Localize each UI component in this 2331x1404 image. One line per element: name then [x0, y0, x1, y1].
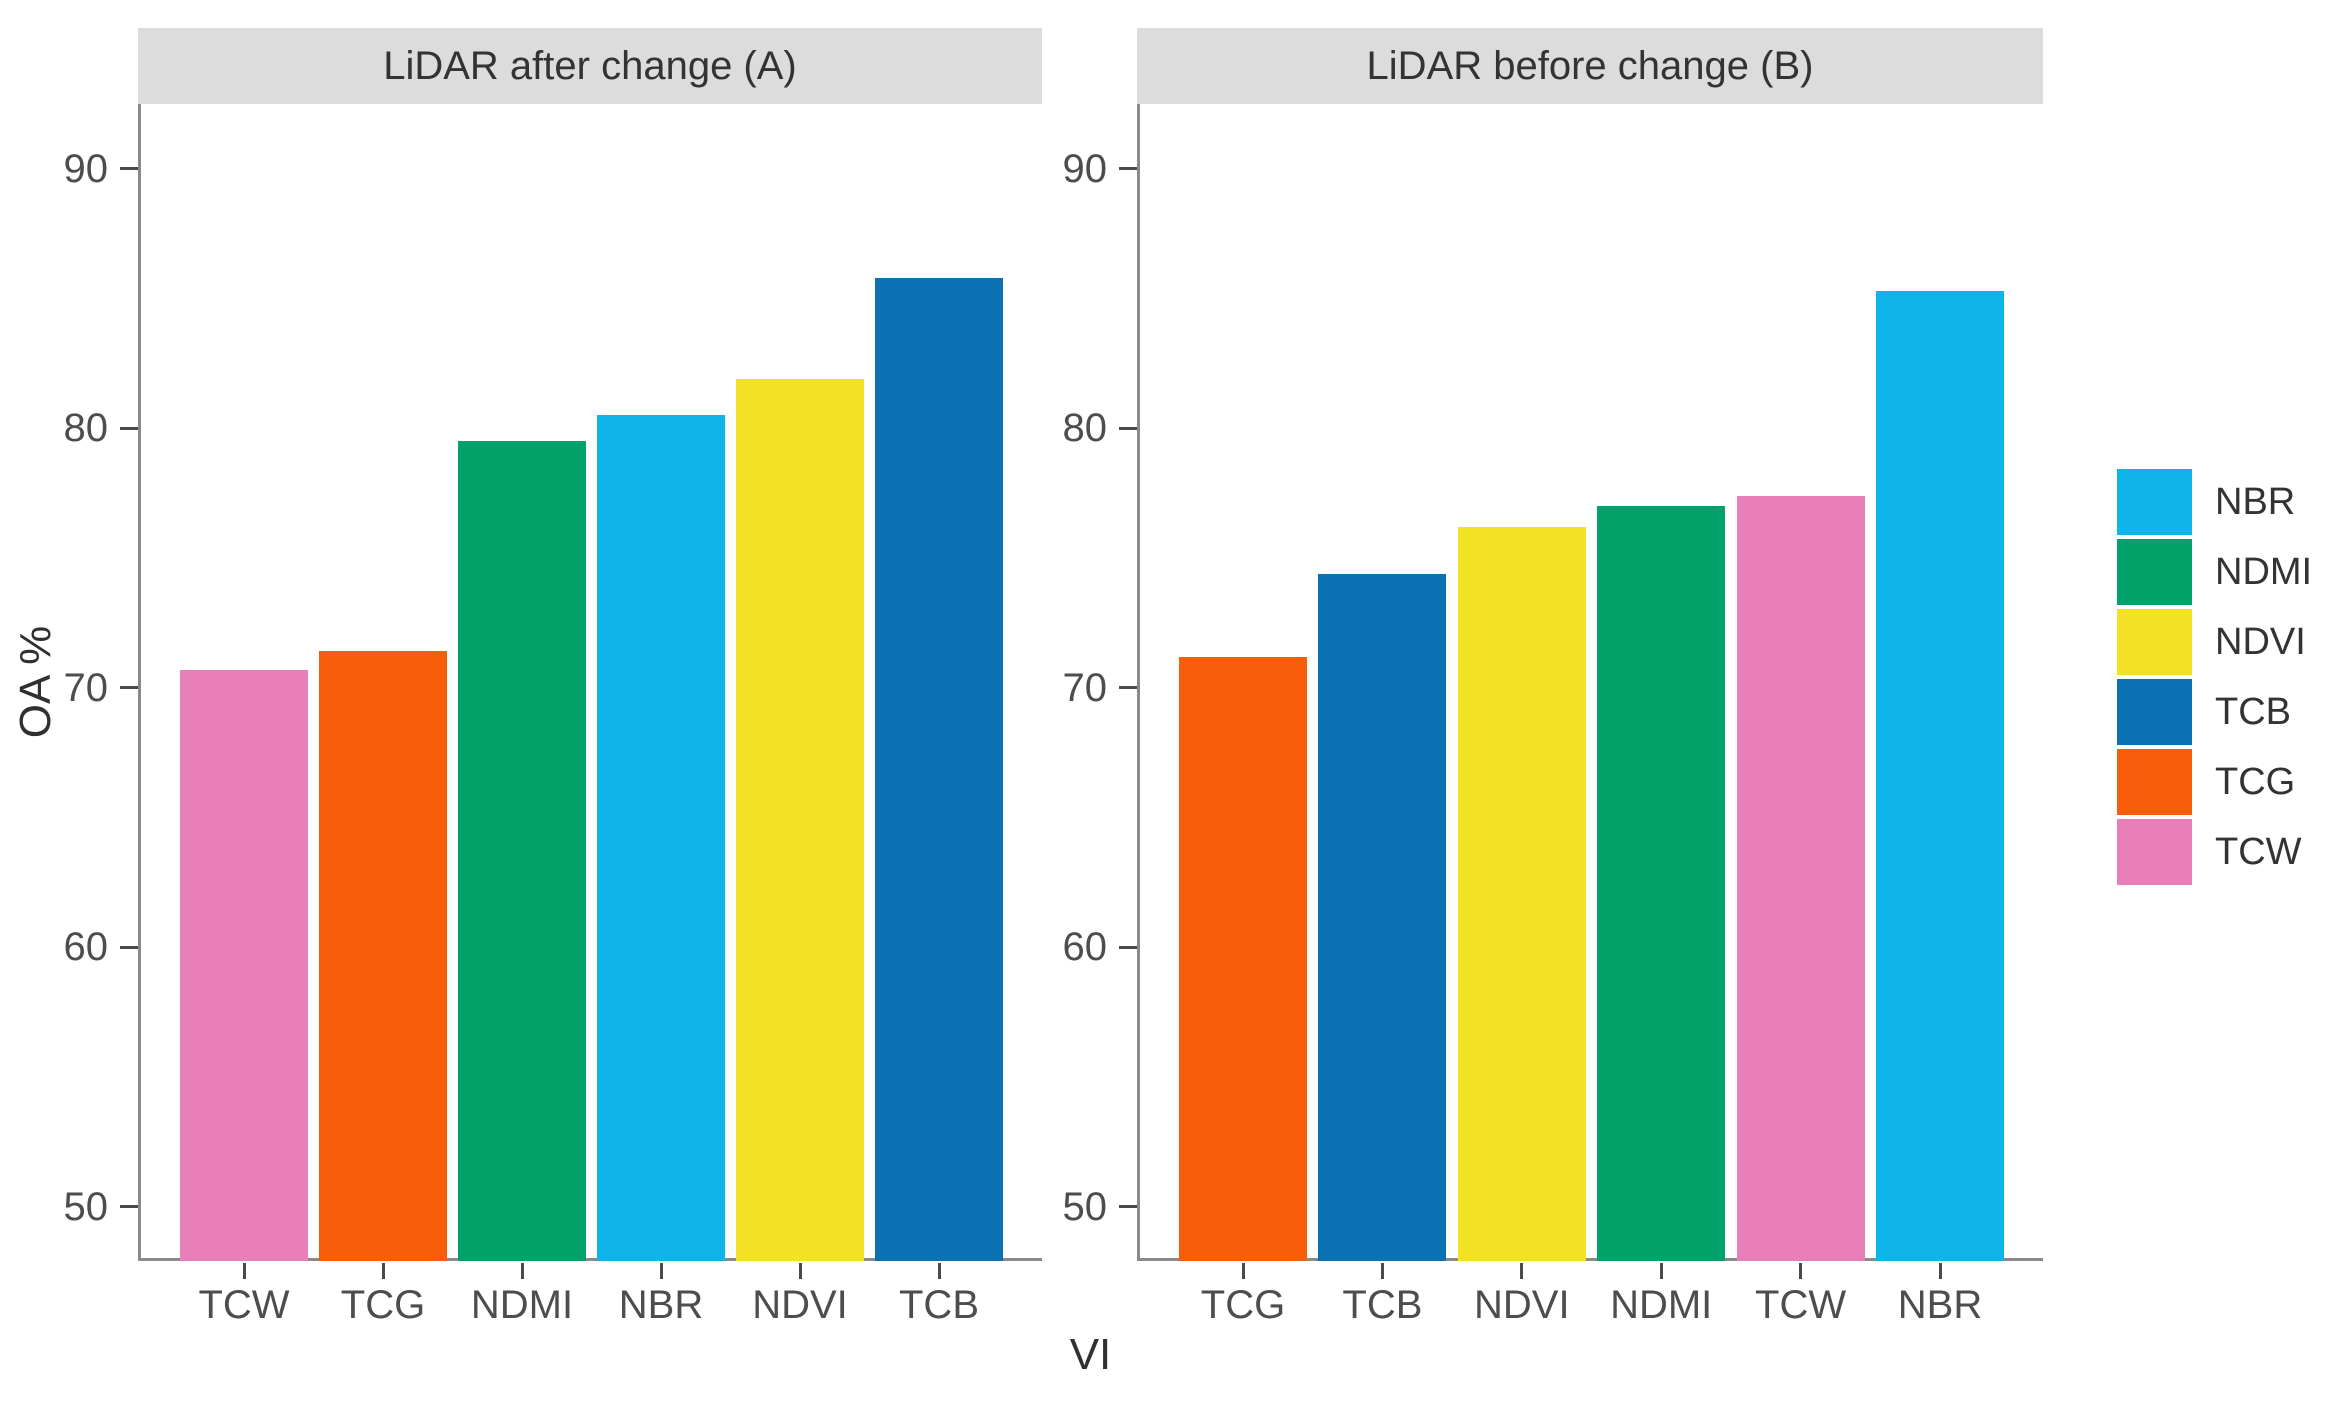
y-tick-mark [120, 426, 138, 430]
bar-tcw [180, 669, 308, 1261]
y-tick-mark [120, 167, 138, 171]
legend-item-nbr: NBR [2117, 467, 2312, 537]
y-tick-label: 80 [1062, 406, 1108, 451]
y-tick-mark [120, 945, 138, 949]
x-tick-label: NBR [1897, 1283, 1983, 1327]
y-tick-label: 50 [63, 1184, 109, 1229]
legend: NBR NDMI NDVI TCB TCG TCW [2117, 467, 2312, 887]
y-tick-label: 90 [1062, 146, 1108, 191]
x-tick-label: TCG [1200, 1283, 1286, 1327]
bar-ndvi [1457, 526, 1586, 1261]
legend-label: NDVI [2215, 620, 2306, 663]
bar-nbr [597, 415, 725, 1261]
y-tick-label: 80 [63, 406, 109, 451]
facet-strip: LiDAR after change (A) [138, 28, 1042, 104]
bar-ndmi [458, 441, 586, 1261]
legend-swatch-tcb [2117, 679, 2192, 745]
x-tick-mark [1799, 1263, 1803, 1279]
legend-swatch-nbr [2117, 469, 2192, 535]
y-tick-label: 90 [63, 146, 109, 191]
y-tick-mark [120, 1205, 138, 1209]
y-tick-label: 60 [63, 925, 109, 970]
x-tick-label: NBR [618, 1283, 704, 1327]
x-tick-mark [1938, 1263, 1942, 1279]
x-tick-label: TCG [340, 1283, 426, 1327]
y-tick-label: 60 [1062, 925, 1108, 970]
bar-ndmi [1597, 506, 1726, 1261]
legend-label: TCB [2215, 690, 2291, 733]
y-tick-mark [1119, 686, 1137, 690]
x-tick-mark [1520, 1263, 1524, 1279]
x-tick-label: TCB [899, 1283, 979, 1327]
x-tick-label: NDMI [470, 1283, 574, 1327]
legend-label: TCG [2215, 760, 2296, 803]
legend-item-ndmi: NDMI [2117, 537, 2312, 607]
x-tick-label: NDMI [1610, 1283, 1713, 1327]
x-tick-mark [381, 1263, 385, 1279]
legend-swatch-ndmi [2117, 539, 2192, 605]
legend-swatch-tcw [2117, 819, 2192, 885]
bar-tcb [1318, 573, 1447, 1261]
legend-label: TCW [2215, 830, 2302, 873]
x-tick-label: NDVI [1474, 1283, 1570, 1327]
y-tick-mark [1119, 1205, 1137, 1209]
x-tick-label: TCB [1342, 1283, 1423, 1327]
bar-ndvi [736, 378, 864, 1261]
legend-item-ndvi: NDVI [2117, 607, 2312, 677]
bar-tcb [875, 277, 1003, 1261]
y-tick-mark [1119, 426, 1137, 430]
x-tick-mark [1659, 1263, 1663, 1279]
x-tick-mark [1380, 1263, 1384, 1279]
x-tick-label: TCW [198, 1283, 290, 1327]
legend-item-tcg: TCG [2117, 747, 2312, 817]
y-tick-mark [120, 686, 138, 690]
y-tick-label: 50 [1062, 1184, 1108, 1229]
x-axis-title: VI [1069, 1330, 1112, 1379]
facet-title: LiDAR after change (A) [383, 43, 797, 88]
x-tick-mark [1241, 1263, 1245, 1279]
y-tick-label: 70 [63, 665, 109, 710]
bar-nbr [1876, 290, 2004, 1261]
x-tick-mark [937, 1263, 941, 1279]
legend-label: NDMI [2215, 550, 2313, 593]
x-tick-mark [659, 1263, 663, 1279]
bar-tcg [1179, 656, 1307, 1261]
x-tick-label: TCW [1755, 1283, 1847, 1327]
y-tick-mark [1119, 945, 1137, 949]
bar-tcg [319, 651, 447, 1261]
x-tick-mark [798, 1263, 802, 1279]
y-tick-label: 70 [1062, 665, 1108, 710]
x-tick-mark [242, 1263, 246, 1279]
bar-tcw [1736, 495, 1865, 1261]
x-tick-label: NDVI [752, 1283, 848, 1327]
facet-strip: LiDAR before change (B) [1137, 28, 2043, 104]
legend-item-tcw: TCW [2117, 817, 2312, 887]
legend-label: NBR [2215, 480, 2296, 523]
y-tick-mark [1119, 167, 1137, 171]
legend-swatch-tcg [2117, 749, 2192, 815]
legend-item-tcb: TCB [2117, 677, 2312, 747]
legend-swatch-ndvi [2117, 609, 2192, 675]
x-tick-mark [520, 1263, 524, 1279]
facet-title: LiDAR before change (B) [1366, 43, 1814, 88]
